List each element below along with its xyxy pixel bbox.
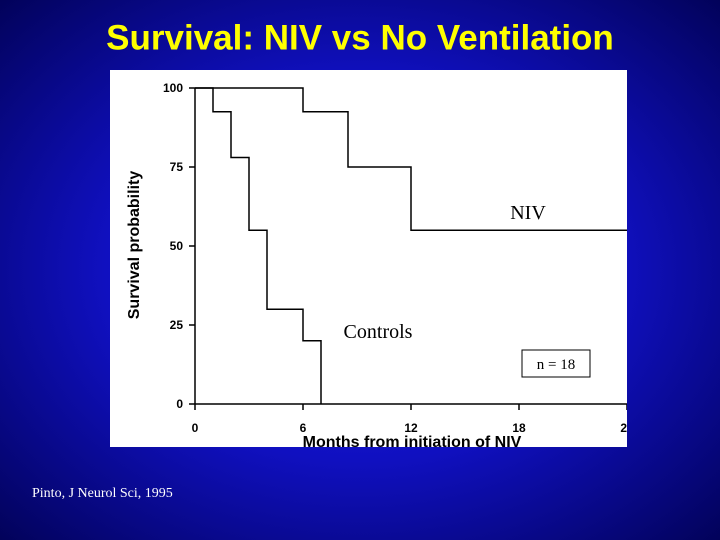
- y-tick-label: 50: [170, 239, 184, 253]
- y-tick-label: 0: [176, 397, 183, 411]
- y-tick-label: 25: [170, 318, 184, 332]
- y-tick-label: 75: [170, 160, 184, 174]
- x-axis-label: Months from initiation of NIV: [303, 434, 522, 451]
- survival-curve: [195, 87, 627, 231]
- series-label: Controls: [344, 321, 413, 343]
- annotation-box: [521, 349, 591, 378]
- chart-background: [110, 70, 627, 447]
- x-tick-label: 0: [192, 421, 199, 435]
- annotation: n = 18: [537, 357, 575, 373]
- chart: 0 25 50 75 100 0 6 12 18 24 Months from initiation…: [110, 70, 634, 451]
- slide-title: Survival: NIV vs No Ventilation: [106, 18, 614, 57]
- citation: Pinto, J Neurol Sci, 1995: [32, 486, 173, 501]
- x-tick-label: 18: [512, 421, 526, 435]
- series-label: NIV: [510, 202, 546, 224]
- survival-curve: [195, 87, 322, 404]
- x-tick-label: 12: [404, 421, 418, 435]
- x-tick-label: 6: [300, 421, 307, 435]
- x-tick-label: 24: [620, 421, 634, 435]
- y-axis-label: Survival probability: [126, 171, 143, 320]
- y-tick-label: 100: [163, 81, 183, 95]
